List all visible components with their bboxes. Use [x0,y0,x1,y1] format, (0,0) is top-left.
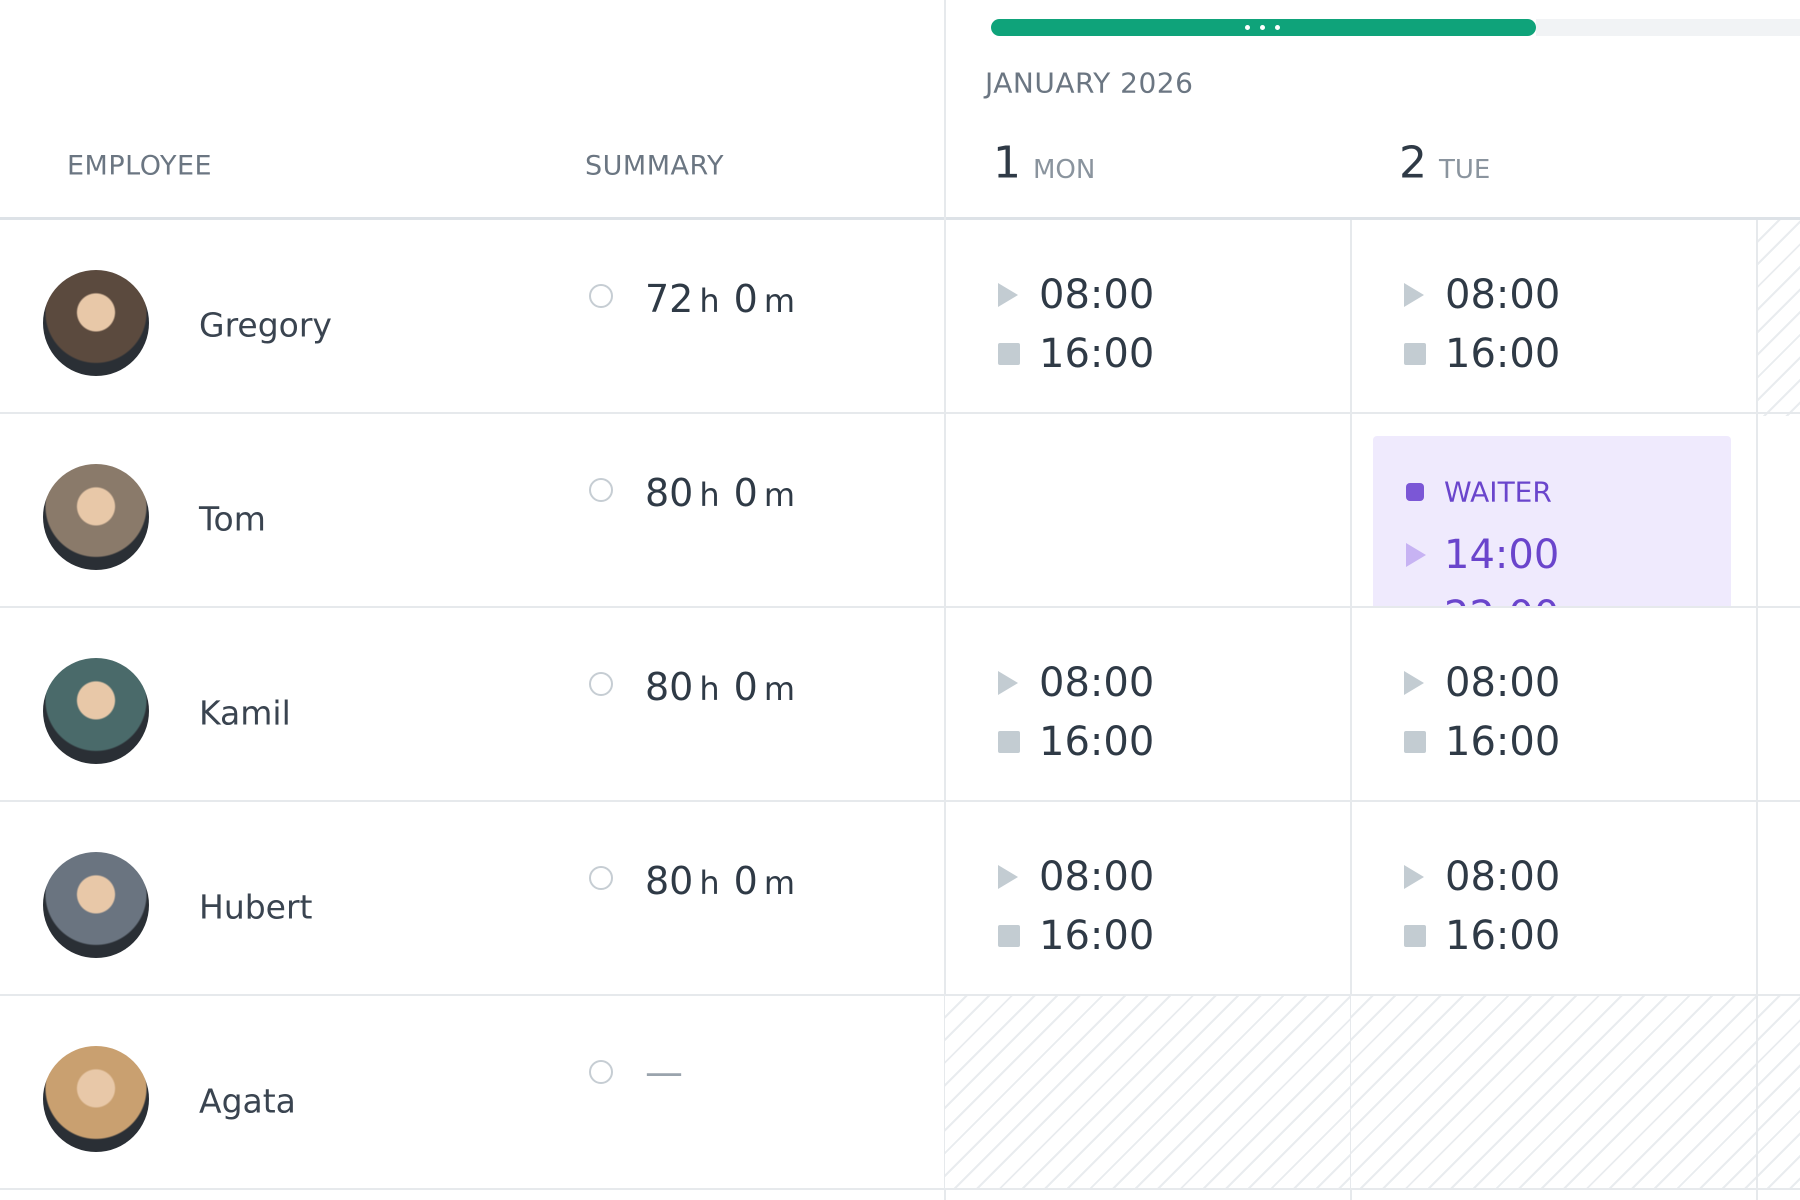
employee-name[interactable]: Tom [199,499,266,539]
end-icon [998,925,1020,947]
avatar[interactable] [43,1046,149,1152]
clock-icon [589,866,613,890]
summary: 80 h 0 m [645,665,801,709]
clock-icon [589,478,613,502]
unavailable-cell [1758,220,1800,416]
employee-header[interactable]: EMPLOYEE [67,150,213,182]
start-time[interactable]: 08:00 [1445,854,1561,900]
column-divider [944,0,946,1200]
progress-track [1536,19,1800,36]
month-label: JANUARY 2026 [985,66,1194,100]
summary-unit: m [763,670,795,708]
day-number: 1 [993,137,1021,189]
end-icon [998,343,1020,365]
summary: 80 h 0 m [645,859,801,903]
summary-unit: h [699,476,720,514]
summary-header[interactable]: SUMMARY [585,150,724,182]
summary-unit: m [763,864,795,902]
clock-icon [589,284,613,308]
row-border [0,606,1800,608]
start-icon [998,671,1018,695]
summary-number: 0 [733,277,758,321]
weekday: TUE [1439,155,1491,185]
summary-number: 0 [733,859,758,903]
start-time: 14:00 [1444,532,1560,578]
start-icon [1406,543,1426,567]
start-icon [998,283,1018,307]
start-time[interactable]: 08:00 [1445,272,1561,318]
dots [1245,25,1280,30]
unavailable-cell [1351,996,1756,1188]
row-border [0,994,1800,996]
summary-unit: h [699,864,720,902]
end-time[interactable]: 16:00 [1445,331,1561,377]
employee-name[interactable]: Hubert [199,887,313,927]
end-time[interactable]: 16:00 [1039,331,1155,377]
avatar[interactable] [43,464,149,570]
end-time[interactable]: 16:00 [1039,719,1155,765]
clock-icon [589,672,613,696]
row-border [0,1188,1800,1190]
start-icon [998,865,1018,889]
row-border [0,800,1800,802]
summary-number: 0 [733,471,758,515]
summary-number: 0 [733,665,758,709]
day-number: 2 [1399,137,1427,189]
summary: 80 h 0 m [645,471,801,515]
column-divider [1350,220,1352,1200]
start-time[interactable]: 08:00 [1445,660,1561,706]
start-icon [1404,865,1424,889]
summary-empty: — [645,1050,683,1094]
progress-fill [991,19,1536,36]
summary-unit: m [763,476,795,514]
header-border [0,217,1800,220]
employee-name[interactable]: Gregory [199,305,332,345]
employee-name[interactable]: Agata [199,1081,296,1121]
summary-number: 80 [645,471,694,515]
end-icon [1404,343,1426,365]
avatar[interactable] [43,852,149,958]
column-divider [1756,220,1758,1200]
unavailable-cell [945,996,1350,1188]
unavailable-cell [1758,996,1800,1188]
avatar[interactable] [43,270,149,376]
start-time[interactable]: 08:00 [1039,272,1155,318]
summary-unit: m [763,282,795,320]
end-time[interactable]: 16:00 [1445,913,1561,959]
clock-icon [589,1060,613,1084]
summary: 72 h 0 m [645,277,801,321]
weekday: MON [1033,155,1096,185]
summary-unit: h [699,282,720,320]
end-time[interactable]: 16:00 [1039,913,1155,959]
role-name: WAITER [1444,475,1552,509]
shift-card[interactable]: WAITER 14:00 22:00 [1373,436,1731,606]
end-icon [998,731,1020,753]
end-icon [1404,925,1426,947]
summary-number: 80 [645,859,694,903]
start-time[interactable]: 08:00 [1039,660,1155,706]
end-time: 22:00 [1444,593,1559,606]
role-icon [1406,483,1424,501]
start-icon [1404,283,1424,307]
summary-unit: h [699,670,720,708]
start-time[interactable]: 08:00 [1039,854,1155,900]
end-icon [1404,731,1426,753]
avatar[interactable] [43,658,149,764]
summary-number: 72 [645,277,694,321]
end-time[interactable]: 16:00 [1445,719,1561,765]
start-icon [1404,671,1424,695]
employee-name[interactable]: Kamil [199,693,291,733]
row-border [0,412,1800,414]
summary-number: 80 [645,665,694,709]
